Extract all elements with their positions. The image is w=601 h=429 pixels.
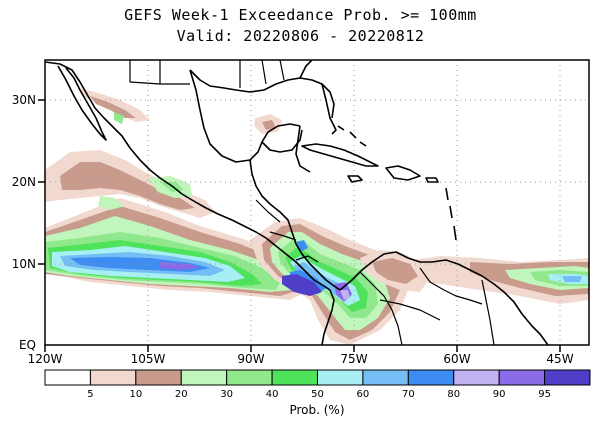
lat-tick-label: 20N: [12, 175, 36, 189]
colorbar-tick-label: 10: [129, 389, 142, 400]
colorbar-swatch: [135, 369, 182, 386]
lon-tick-label: 105W: [131, 352, 166, 366]
colorbar-swatch: [180, 369, 228, 386]
colorbar-tick-label: 40: [266, 389, 279, 400]
gridlines: [45, 60, 589, 345]
colorbar-swatch: [89, 369, 137, 386]
probability-field: [45, 88, 589, 345]
lon-tick-label: 120W: [28, 352, 63, 366]
coastlines: [45, 60, 549, 345]
lon-tick-label: 60W: [443, 352, 470, 366]
lon-tick-label: 90W: [237, 352, 264, 366]
lat-tick-label: EQ: [19, 338, 36, 352]
colorbar-swatch: [453, 369, 500, 386]
colorbar: 5 10 20 30 40 50 60 70 80 90 95: [44, 369, 591, 400]
colorbar-tick-label: 5: [87, 389, 93, 400]
lon-tick-label: 45W: [546, 352, 573, 366]
colorbar-swatch: [317, 369, 364, 386]
colorbar-tick-label: 30: [220, 389, 233, 400]
map-frame: [44, 59, 590, 346]
colorbar-tick-label: 95: [538, 389, 551, 400]
colorbar-swatch: [544, 369, 591, 386]
colorbar-swatch: [44, 369, 91, 386]
lon-tick-label: 75W: [340, 352, 367, 366]
colorbar-tick-label: 80: [447, 389, 460, 400]
lat-tick-label: 30N: [12, 93, 36, 107]
colorbar-label: Prob. (%): [289, 403, 344, 417]
map-subtitle: Valid: 20220806 - 20220812: [176, 27, 425, 45]
colorbar-swatch: [362, 369, 409, 386]
colorbar-tick-label: 70: [402, 389, 415, 400]
colorbar-tick-label: 60: [357, 389, 370, 400]
lat-tick-label: 10N: [12, 257, 36, 271]
map-title: GEFS Week-1 Exceedance Prob. >= 100mm: [124, 6, 477, 24]
colorbar-swatch: [271, 369, 319, 386]
colorbar-tick-label: 20: [175, 389, 188, 400]
colorbar-tick-label: 90: [493, 389, 506, 400]
colorbar-swatch: [226, 369, 273, 386]
colorbar-swatch: [498, 369, 546, 386]
colorbar-tick-label: 50: [311, 389, 324, 400]
colorbar-swatch: [407, 369, 455, 386]
